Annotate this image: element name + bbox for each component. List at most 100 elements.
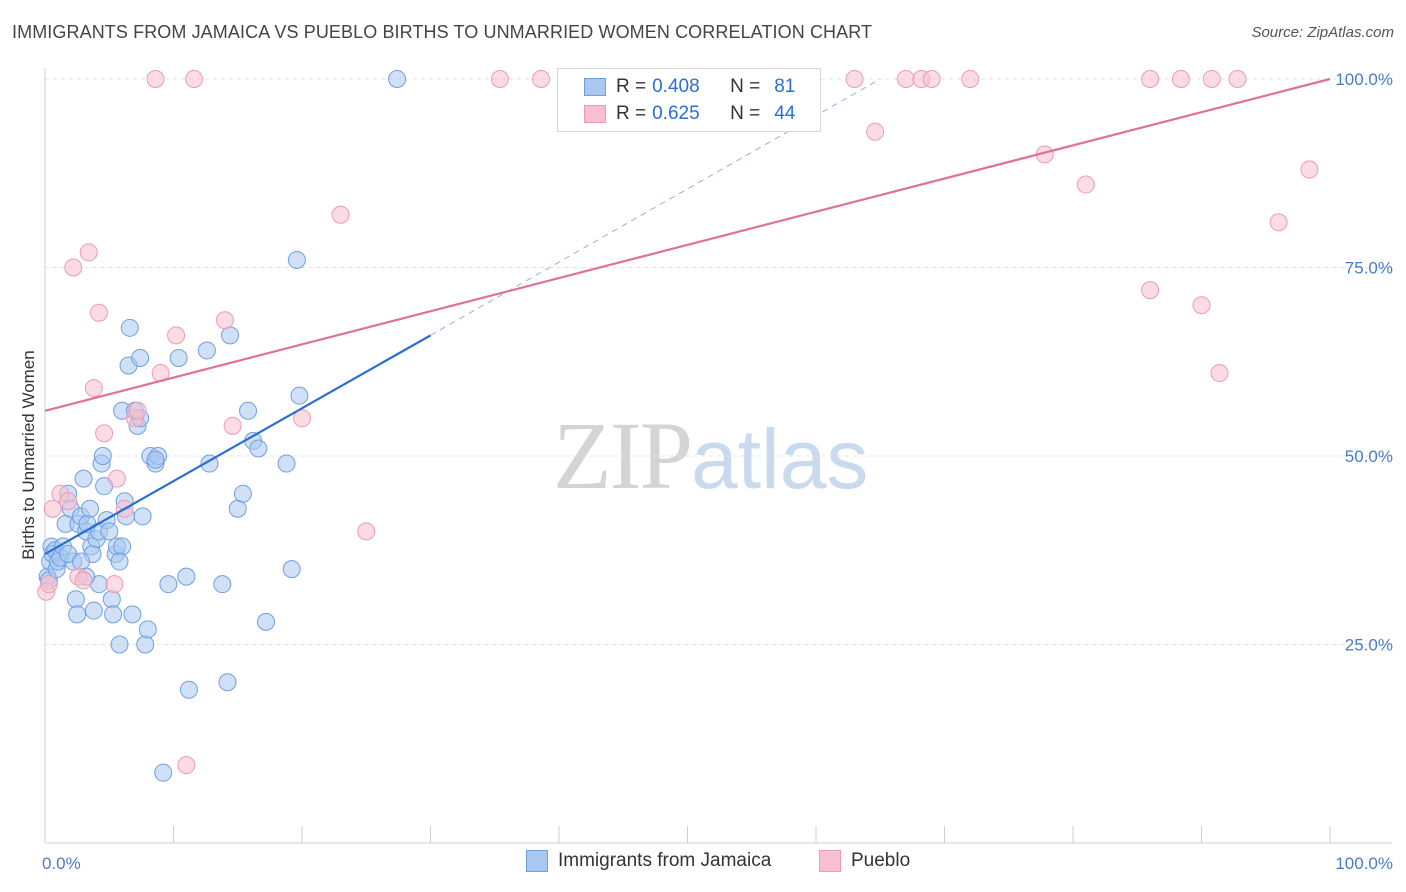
jamaica-point bbox=[179, 680, 198, 699]
swatch-pueblo bbox=[584, 105, 606, 123]
n-value: 81 bbox=[774, 76, 796, 97]
stats-row-jamaica: R = 0.408 N = 81 bbox=[558, 73, 795, 101]
jamaica-point bbox=[131, 348, 150, 367]
jamaica-point bbox=[282, 560, 301, 579]
jamaica-point bbox=[388, 70, 407, 88]
pueblo-point bbox=[39, 575, 58, 594]
jamaica-point bbox=[239, 401, 258, 420]
pueblo-point bbox=[896, 70, 915, 88]
jamaica-point bbox=[290, 386, 309, 405]
jamaica-point bbox=[110, 552, 129, 571]
jamaica-point bbox=[154, 763, 173, 782]
trend-lines bbox=[44, 77, 1331, 555]
jamaica-point bbox=[71, 552, 90, 571]
jamaica-point bbox=[104, 605, 123, 624]
jamaica-point bbox=[218, 673, 237, 692]
jamaica-point bbox=[120, 318, 139, 337]
jamaica-point bbox=[102, 590, 121, 609]
pueblo-point bbox=[215, 311, 234, 330]
legend-swatch-jamaica bbox=[526, 850, 548, 872]
jamaica-point bbox=[197, 341, 216, 360]
pueblo-point bbox=[177, 756, 196, 775]
jamaica-point bbox=[133, 507, 152, 526]
pueblo-point bbox=[1141, 281, 1160, 300]
pueblo-point bbox=[128, 401, 147, 420]
pueblo-point bbox=[1269, 213, 1288, 232]
jamaica-point bbox=[146, 450, 165, 469]
pueblo-point bbox=[532, 70, 551, 88]
n-label: N = bbox=[730, 103, 761, 124]
jamaica-point bbox=[228, 499, 247, 518]
pueblo-point bbox=[74, 571, 93, 590]
pueblo-point bbox=[1141, 70, 1160, 88]
jamaica-point bbox=[257, 612, 276, 631]
pueblo-point bbox=[1300, 160, 1319, 179]
pueblo-point bbox=[1210, 364, 1229, 383]
jamaica-point bbox=[93, 447, 112, 465]
pueblo-point bbox=[961, 70, 980, 88]
legend-item-pueblo[interactable]: Pueblo bbox=[819, 850, 910, 872]
pueblo-point bbox=[223, 416, 242, 435]
pueblo-point bbox=[331, 205, 350, 224]
jamaica-point bbox=[100, 522, 119, 541]
series-legend: Immigrants from Jamaica Pueblo bbox=[0, 850, 1406, 880]
r-value: 0.408 bbox=[652, 76, 700, 97]
jamaica-point bbox=[123, 605, 142, 624]
legend-swatch-pueblo bbox=[819, 850, 841, 872]
legend-label-pueblo: Pueblo bbox=[851, 850, 911, 871]
jamaica-point bbox=[138, 620, 157, 639]
pueblo-point bbox=[89, 303, 108, 322]
legend-item-jamaica[interactable]: Immigrants from Jamaica bbox=[526, 850, 771, 872]
grid-lines bbox=[45, 78, 1392, 645]
jamaica-point bbox=[84, 601, 103, 620]
pueblo-point bbox=[866, 122, 885, 141]
jamaica-point bbox=[136, 635, 155, 654]
pueblo-point bbox=[64, 258, 83, 277]
pueblo-point bbox=[845, 70, 864, 88]
jamaica-point bbox=[113, 537, 132, 556]
pueblo-point bbox=[167, 326, 186, 345]
y-tick-label: 75.0% bbox=[1345, 259, 1393, 278]
y-tick-label: 100.0% bbox=[1335, 70, 1393, 89]
pueblo-point bbox=[43, 499, 62, 518]
jamaica-point bbox=[110, 635, 129, 654]
jamaica-trend-line bbox=[44, 334, 432, 555]
swatch-jamaica bbox=[584, 78, 606, 96]
y-tick-label: 25.0% bbox=[1345, 636, 1393, 655]
jamaica-point bbox=[66, 590, 85, 609]
jamaica-point bbox=[233, 484, 252, 503]
pueblo-trend-line bbox=[44, 77, 1331, 412]
tick-labels: 25.0% 50.0% 75.0% 100.0% 0.0% 100.0% bbox=[42, 70, 1393, 873]
source-label: Source: ZipAtlas.com bbox=[1251, 24, 1394, 41]
jamaica-point bbox=[80, 499, 99, 518]
legend-label-jamaica: Immigrants from Jamaica bbox=[558, 850, 772, 871]
y-axis-label: Births to Unmarried Women bbox=[19, 350, 38, 559]
jamaica-point bbox=[249, 439, 268, 458]
pueblo-point bbox=[1228, 70, 1247, 88]
x-tick-label: 100.0% bbox=[1335, 854, 1393, 873]
pueblo-point bbox=[1171, 70, 1190, 88]
pueblo-point bbox=[1202, 70, 1221, 88]
series-pueblo-points bbox=[37, 70, 1319, 775]
series-jamaica-points bbox=[38, 70, 407, 782]
pueblo-point bbox=[357, 522, 376, 541]
jamaica-point bbox=[169, 348, 188, 367]
jamaica-point bbox=[287, 250, 306, 269]
r-label: R = bbox=[616, 103, 647, 124]
pueblo-point bbox=[79, 243, 98, 262]
jamaica-point bbox=[74, 469, 93, 488]
jamaica-point bbox=[221, 326, 240, 345]
jamaica-point bbox=[177, 567, 196, 586]
pueblo-point bbox=[922, 70, 941, 88]
jamaica-point bbox=[68, 605, 87, 624]
pueblo-point bbox=[107, 469, 126, 488]
pueblo-point bbox=[105, 575, 124, 594]
axes bbox=[44, 68, 1392, 844]
jamaica-point bbox=[277, 454, 296, 473]
x-tick-label: 0.0% bbox=[42, 854, 81, 873]
pueblo-point bbox=[95, 424, 114, 443]
pueblo-point bbox=[59, 492, 78, 511]
chart-title: IMMIGRANTS FROM JAMAICA VS PUEBLO BIRTHS… bbox=[12, 22, 873, 42]
jamaica-point bbox=[213, 575, 232, 594]
